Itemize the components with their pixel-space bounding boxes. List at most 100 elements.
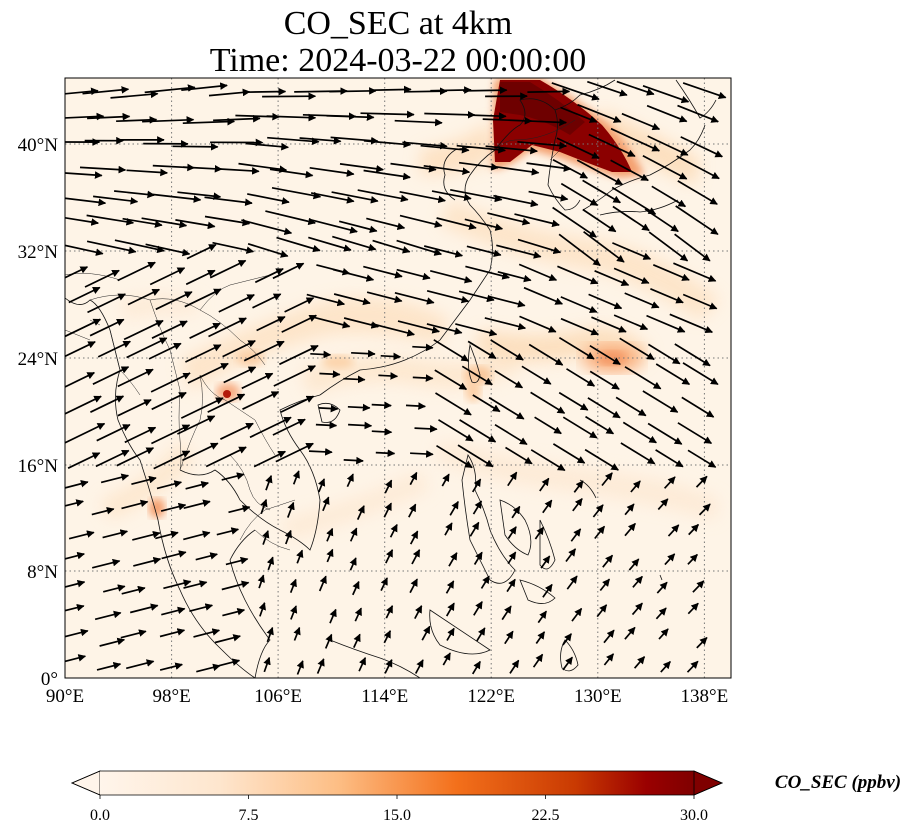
wind-arrow <box>253 450 286 468</box>
wind-arrow <box>356 505 365 520</box>
wind-arrow <box>599 578 611 592</box>
wind-arrow <box>110 90 159 99</box>
wind-arrow <box>209 259 247 279</box>
wind-arrow <box>187 362 229 384</box>
wind-arrow <box>273 365 316 387</box>
wind-arrow <box>96 423 131 442</box>
wind-arrow <box>91 506 115 516</box>
wind-arrow <box>438 419 474 442</box>
wind-arrow <box>506 578 516 593</box>
wind-arrow <box>582 208 617 233</box>
wind-arrow <box>420 144 470 154</box>
wind-arrow <box>338 220 378 233</box>
wind-arrow <box>195 552 218 561</box>
wind-arrow <box>552 206 597 238</box>
wind-arrow <box>151 391 187 411</box>
wind-arrow <box>89 318 125 337</box>
wind-arrow <box>442 652 451 666</box>
wind-arrow <box>299 136 342 145</box>
wind-arrow <box>68 286 101 304</box>
wind-arrow <box>681 396 715 418</box>
wind-arrow <box>615 396 647 417</box>
wind-arrow <box>687 602 699 615</box>
wind-arrow <box>494 423 528 446</box>
wind-arrow <box>207 393 246 413</box>
wind-arrow <box>223 366 257 384</box>
wind-arrow <box>193 628 221 638</box>
wind-arrow <box>603 653 615 666</box>
wind-arrow <box>493 194 539 208</box>
wind-arrow <box>573 480 584 493</box>
wind-arrow <box>185 481 209 490</box>
wind-arrow <box>116 116 158 124</box>
wind-arrow <box>177 191 222 200</box>
wind-arrow <box>349 527 358 542</box>
wind-arrow <box>86 240 137 255</box>
wind-arrow <box>281 314 317 333</box>
wind-arrow <box>132 530 161 541</box>
wind-arrow <box>129 603 159 614</box>
colorbar-tick-label: 7.5 <box>239 807 259 824</box>
wind-arrow <box>120 629 147 639</box>
wind-arrow <box>534 416 562 435</box>
wind-arrow <box>523 286 564 305</box>
wind-arrow <box>633 656 646 669</box>
wind-arrow <box>560 317 600 336</box>
wind-arrow <box>560 106 598 123</box>
wind-arrow <box>431 190 472 202</box>
wind-arrow <box>123 319 164 341</box>
latitude-axis: 0° 8°N 16°N 24°N 32°N 40°N <box>18 135 59 690</box>
wind-arrow <box>339 163 384 173</box>
wind-arrow <box>519 315 557 333</box>
wind-arrow <box>279 344 319 366</box>
wind-arrow <box>208 317 247 338</box>
wind-arrow <box>566 368 596 387</box>
wind-arrow <box>263 656 271 673</box>
wind-arrow <box>293 626 301 641</box>
wind-vector-field <box>65 80 727 675</box>
wind-arrow <box>588 133 636 157</box>
wind-arrow <box>142 116 195 124</box>
wind-arrow <box>180 397 224 419</box>
wind-arrow <box>272 418 306 436</box>
wind-arrow <box>676 155 720 180</box>
wind-arrow <box>456 144 506 154</box>
wind-arrow <box>511 505 521 519</box>
wind-arrow <box>99 637 126 647</box>
wind-arrow <box>682 362 719 386</box>
wind-arrow <box>68 530 95 540</box>
wind-arrow <box>562 656 573 671</box>
wind-arrow <box>343 317 380 329</box>
wind-arrow <box>117 261 156 282</box>
wind-arrow <box>658 628 669 640</box>
wind-arrow <box>552 443 586 464</box>
wind-arrow <box>163 579 192 590</box>
wind-arrow <box>436 217 477 230</box>
wind-arrow <box>414 659 424 674</box>
wind-arrow <box>331 191 379 204</box>
wind-arrow <box>528 343 564 366</box>
wind-arrow <box>465 265 510 280</box>
wind-arrow <box>189 322 221 339</box>
wind-arrow <box>290 605 298 620</box>
wind-arrow <box>82 86 130 95</box>
wind-arrow <box>183 580 208 589</box>
wind-arrow <box>501 605 512 621</box>
wind-arrow <box>114 190 156 199</box>
wind-arrow <box>65 422 106 444</box>
wind-arrow <box>92 366 130 385</box>
wind-arrow <box>322 496 330 512</box>
wind-arrow <box>384 479 393 494</box>
wind-arrow <box>114 239 165 254</box>
wind-arrow <box>423 164 471 176</box>
wind-arrow <box>256 316 286 332</box>
wind-arrow <box>363 265 403 279</box>
wind-arrow <box>159 628 186 638</box>
wind-arrow <box>396 268 431 281</box>
wind-arrow <box>182 117 236 126</box>
wind-arrow <box>65 197 107 207</box>
wind-arrow <box>326 527 334 542</box>
wind-arrow <box>308 236 352 252</box>
wind-arrow <box>182 442 219 462</box>
wind-arrow <box>218 294 255 313</box>
